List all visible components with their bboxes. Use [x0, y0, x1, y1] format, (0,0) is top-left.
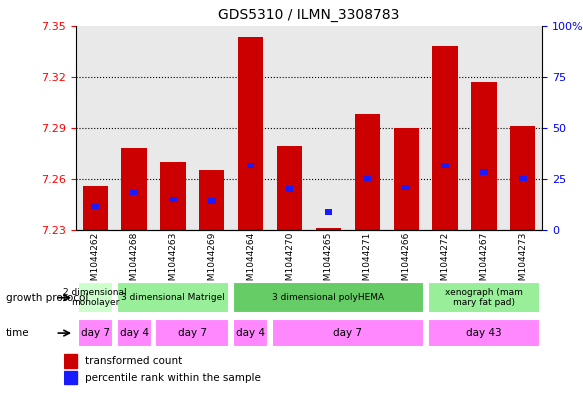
Text: day 7: day 7 [80, 328, 110, 338]
Bar [83, 185, 108, 230]
Bar [156, 319, 229, 347]
Bar [364, 176, 371, 182]
Title: GDS5310 / ILMN_3308783: GDS5310 / ILMN_3308783 [218, 8, 400, 22]
Text: growth protocol: growth protocol [6, 293, 88, 303]
Bar [277, 147, 302, 230]
Text: 3 dimensional Matrigel: 3 dimensional Matrigel [121, 293, 225, 302]
Text: 2 dimensional
monolayer: 2 dimensional monolayer [64, 288, 127, 307]
Bar [471, 82, 497, 230]
Bar [510, 126, 535, 230]
Bar [233, 319, 268, 347]
Bar [402, 185, 410, 190]
Text: transformed count: transformed count [85, 356, 182, 366]
Bar [117, 319, 152, 347]
Bar [64, 354, 77, 368]
Text: day 4: day 4 [236, 328, 265, 338]
Text: xenograph (mam
mary fat pad): xenograph (mam mary fat pad) [445, 288, 523, 307]
Bar [169, 197, 177, 202]
Bar [131, 190, 138, 195]
Bar [231, 26, 270, 230]
Bar [270, 26, 309, 230]
Bar [441, 163, 449, 168]
Bar [208, 198, 216, 204]
Bar [387, 26, 426, 230]
Bar [121, 148, 147, 230]
Bar [427, 319, 540, 347]
Bar [465, 26, 503, 230]
Bar [309, 26, 348, 230]
Bar [76, 26, 115, 230]
Text: day 4: day 4 [120, 328, 149, 338]
Bar [78, 282, 113, 313]
Bar [78, 319, 113, 347]
Bar [316, 228, 341, 230]
Bar [272, 319, 424, 347]
Bar [433, 46, 458, 230]
Text: day 7: day 7 [178, 328, 207, 338]
Bar [115, 26, 153, 230]
Text: day 7: day 7 [333, 328, 363, 338]
Bar [427, 282, 540, 313]
Bar [192, 26, 231, 230]
Bar [92, 204, 99, 209]
Bar [503, 26, 542, 230]
Bar [426, 26, 465, 230]
Bar [394, 128, 419, 230]
Bar [64, 371, 77, 384]
Bar [199, 170, 224, 230]
Bar [160, 162, 185, 230]
Bar [233, 282, 424, 313]
Bar [238, 37, 264, 230]
Bar [519, 176, 526, 182]
Bar [286, 187, 293, 192]
Bar [325, 209, 332, 215]
Bar [348, 26, 387, 230]
Bar [153, 26, 192, 230]
Text: time: time [6, 328, 30, 338]
Bar [247, 163, 255, 168]
Text: percentile rank within the sample: percentile rank within the sample [85, 373, 261, 382]
Bar [117, 282, 229, 313]
Text: day 43: day 43 [466, 328, 502, 338]
Bar [480, 169, 487, 174]
Text: 3 dimensional polyHEMA: 3 dimensional polyHEMA [272, 293, 384, 302]
Bar [354, 114, 380, 230]
